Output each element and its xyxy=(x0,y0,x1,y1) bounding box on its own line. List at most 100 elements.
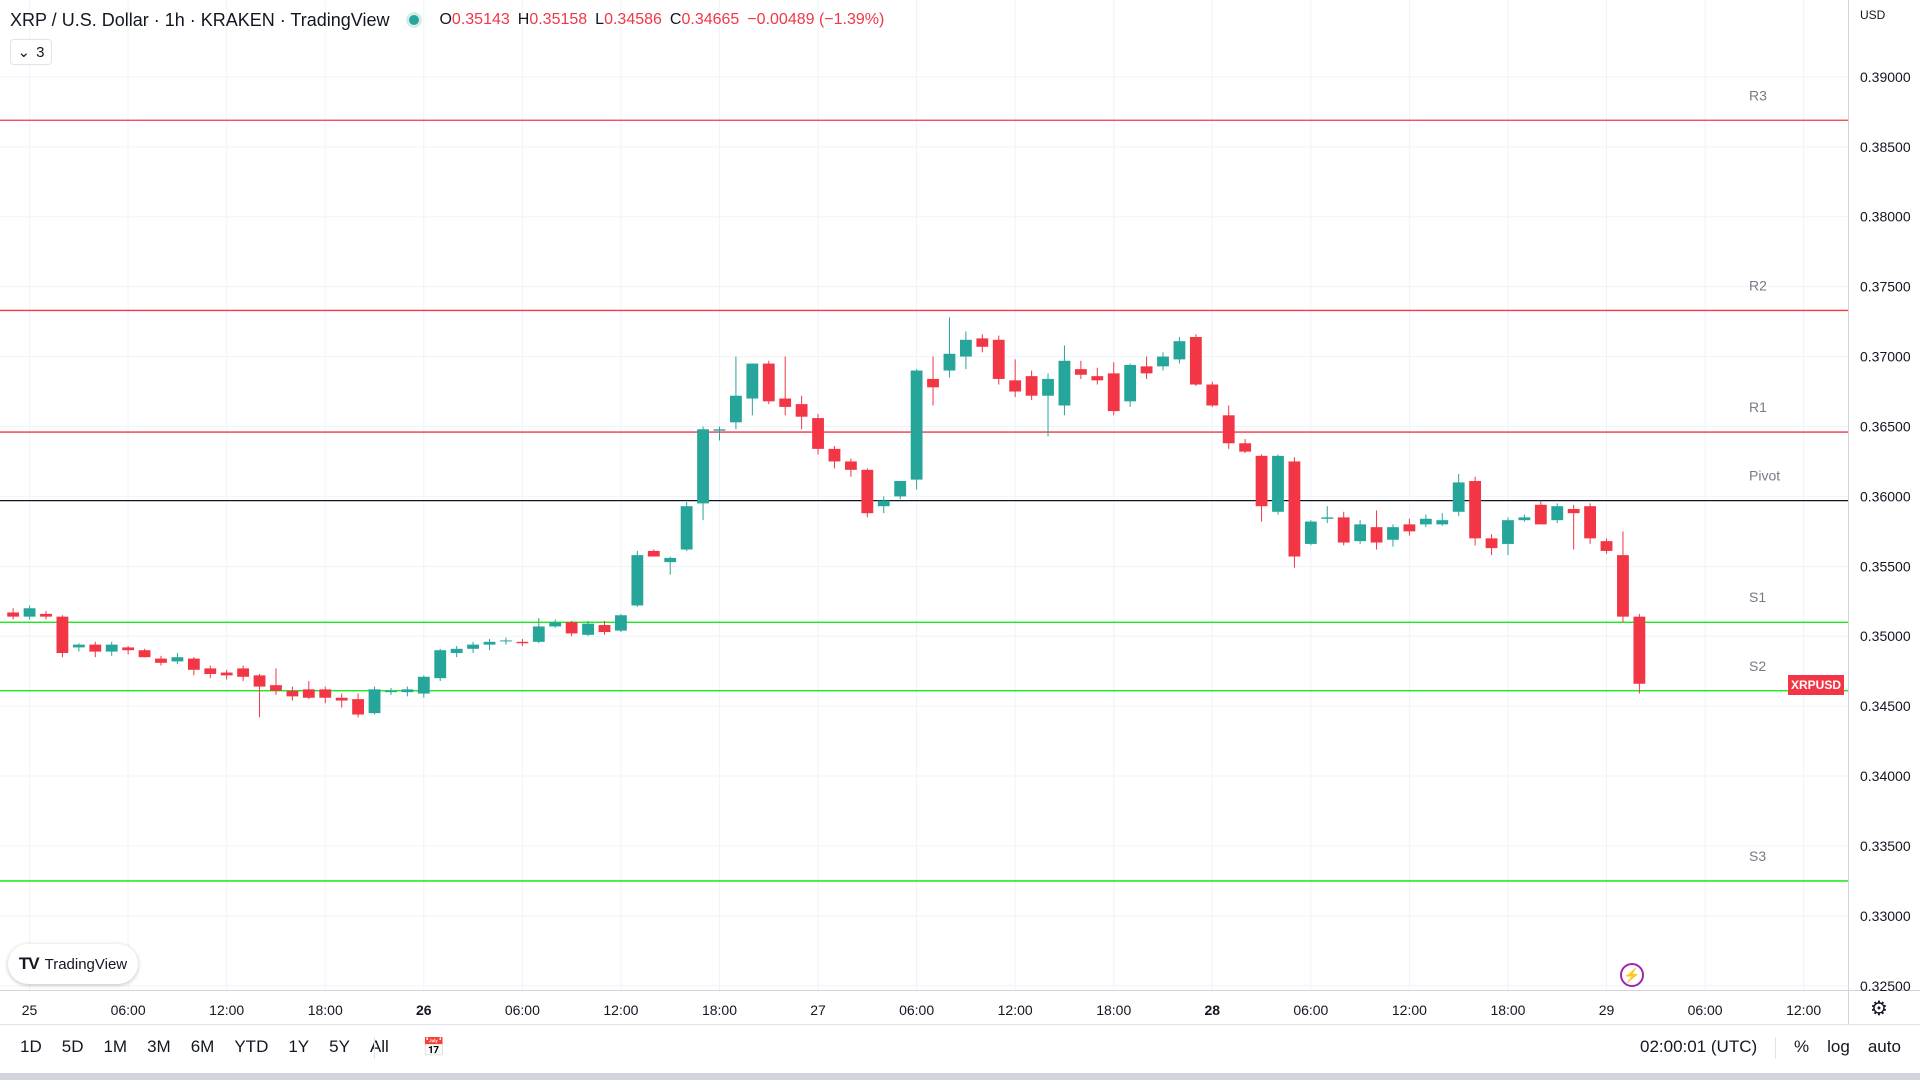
tradingview-logo-icon: TV xyxy=(18,954,40,973)
candle-body xyxy=(1485,538,1498,549)
candle-body xyxy=(1617,555,1629,617)
timeframe-3m-button[interactable]: 3M xyxy=(147,1037,171,1056)
gear-icon[interactable]: ⚙ xyxy=(1870,998,1888,1020)
timeframe-6m-button[interactable]: 6M xyxy=(190,1037,215,1056)
candle-body xyxy=(795,404,808,417)
utc-clock[interactable]: 02:00:01 (UTC) xyxy=(1640,1037,1758,1056)
time-tick-label: 18:00 xyxy=(1490,1002,1525,1018)
candle-body xyxy=(1584,506,1597,539)
candle-body xyxy=(615,615,627,631)
bottom-toolbar: 1D 5D 1M 3M 6M YTD 1Y 5Y All 📅 02:00:01 … xyxy=(0,1024,1920,1070)
logo-text: TradingView xyxy=(44,955,128,973)
log-scale-button[interactable]: log xyxy=(1827,1037,1850,1056)
candle-body xyxy=(417,676,430,694)
date-range-icon[interactable]: 📅 xyxy=(422,1036,446,1057)
candle-body xyxy=(992,339,1005,379)
time-tick-label: 06:00 xyxy=(1688,1002,1723,1018)
price-tick-label: 0.36000 xyxy=(1860,488,1911,504)
candle-body xyxy=(1354,524,1367,542)
candle-body xyxy=(631,555,644,606)
price-tick-label: 0.34000 xyxy=(1860,768,1911,784)
candle-body xyxy=(943,353,956,371)
candle-body xyxy=(1025,376,1038,396)
time-tick-label: 06:00 xyxy=(1293,1002,1328,1018)
candle-body xyxy=(1189,336,1202,385)
candle-body xyxy=(1239,443,1252,452)
timeframe-5y-button[interactable]: 5Y xyxy=(329,1037,350,1056)
candle-body xyxy=(697,429,709,504)
time-tick-label: 12:00 xyxy=(209,1002,244,1018)
chart-grid xyxy=(0,0,1848,990)
timeframe-1y-button[interactable]: 1Y xyxy=(288,1037,310,1056)
candle-body xyxy=(500,640,512,642)
chart-legend[interactable]: XRP / U.S. Dollar · 1h · KRAKEN · Tradin… xyxy=(10,8,884,32)
candle-body xyxy=(1091,376,1104,381)
timeframe-1m-button[interactable]: 1M xyxy=(103,1037,128,1056)
price-axis-ticks: 0.32500 0.33000 0.33500 0.34000 0.34500 0.350… xyxy=(1860,69,1911,994)
price-tick-label: 0.38000 xyxy=(1860,209,1911,225)
candle-body xyxy=(1157,356,1169,367)
candle-body xyxy=(549,622,562,627)
pivot-levels: R3 R2 R1 Pivot S1 S2 S3 xyxy=(0,87,1848,882)
candle-body xyxy=(319,689,332,698)
candle-body xyxy=(1042,378,1054,396)
candle-body xyxy=(1222,415,1235,444)
indicator-count: 3 xyxy=(36,43,45,61)
footer-strip xyxy=(0,1073,1920,1080)
time-tick-label: 06:00 xyxy=(899,1002,934,1018)
candle-body xyxy=(1321,517,1334,519)
timeframe-ytd-button[interactable]: YTD xyxy=(234,1037,269,1056)
candle-body xyxy=(1502,520,1514,544)
price-tick-label: 0.32500 xyxy=(1860,978,1911,994)
candle-body xyxy=(171,657,184,662)
candle-body xyxy=(877,500,890,507)
current-price-label: XRPUSD xyxy=(1788,675,1844,695)
time-tick-label: 12:00 xyxy=(1786,1002,1821,1018)
candle-body xyxy=(1074,369,1087,375)
timeframe-all-button[interactable]: All xyxy=(369,1037,389,1056)
candle-body xyxy=(680,506,693,550)
price-axis-currency[interactable]: USD xyxy=(1860,8,1886,22)
timeframe-selector: 1D 5D 1M 3M 6M YTD 1Y 5Y All xyxy=(20,1037,399,1057)
lightning-icon[interactable]: ⚡ xyxy=(1620,963,1644,987)
candle-body xyxy=(1124,364,1137,402)
timeframe-1d-button[interactable]: 1D xyxy=(20,1037,42,1056)
candle-body xyxy=(434,650,447,679)
time-axis-ticks: 25 06:00 12:00 18:00 26 06:00 12:00 18:00 27 06:0… xyxy=(22,1002,1822,1018)
candle-body xyxy=(976,338,989,347)
time-tick-label: 18:00 xyxy=(308,1002,343,1018)
indicators-toggle-button[interactable]: ⌄ 3 xyxy=(10,39,52,65)
candle-body xyxy=(467,644,480,649)
candle-body xyxy=(1452,482,1465,512)
candle-body xyxy=(450,648,463,654)
candle-body xyxy=(352,699,365,715)
auto-scale-button[interactable]: auto xyxy=(1867,1037,1901,1056)
candle-body xyxy=(204,668,217,674)
candle-body xyxy=(762,363,775,402)
price-tick-label: 0.38500 xyxy=(1860,139,1911,155)
chevron-down-icon: ⌄ xyxy=(17,44,31,61)
percent-scale-button[interactable]: % xyxy=(1794,1037,1810,1056)
tradingview-logo[interactable]: TV TradingView xyxy=(8,944,138,984)
candle-body xyxy=(270,685,282,691)
candle-body xyxy=(7,612,20,617)
price-tick-label: 0.35500 xyxy=(1860,558,1911,574)
candle-body xyxy=(138,650,151,658)
candle-body xyxy=(516,641,529,644)
candle-body xyxy=(1436,520,1449,525)
level-label-s2: S2 xyxy=(1749,658,1766,674)
time-tick-label: 25 xyxy=(22,1002,38,1018)
scale-controls: % log auto xyxy=(1794,1024,1901,1070)
candle-body xyxy=(598,625,611,633)
market-status-icon xyxy=(409,15,420,25)
candle-body xyxy=(187,658,200,670)
candle-body xyxy=(1140,366,1153,374)
candle-body xyxy=(1288,461,1301,557)
candle-body xyxy=(565,622,578,634)
time-tick-label: 12:00 xyxy=(998,1002,1033,1018)
symbol-title[interactable]: XRP / U.S. Dollar · 1h · KRAKEN · Tradin… xyxy=(10,9,390,30)
price-tick-label: 0.35000 xyxy=(1860,628,1911,644)
timeframe-5d-button[interactable]: 5D xyxy=(61,1037,84,1056)
candle-body xyxy=(647,550,660,557)
